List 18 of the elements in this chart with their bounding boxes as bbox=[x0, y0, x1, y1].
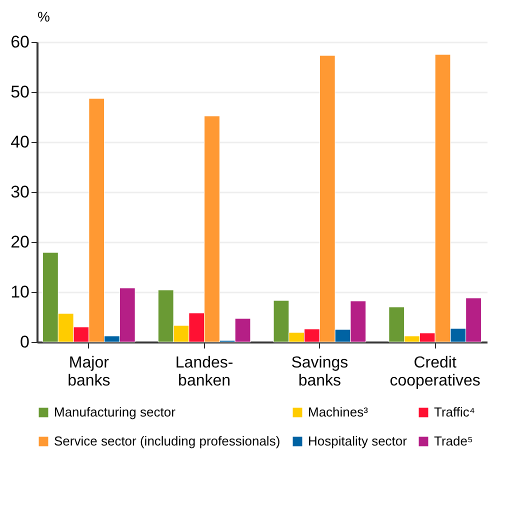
x-tick-label: Landes-banken bbox=[175, 354, 234, 390]
x-tick-label: Major banks bbox=[68, 354, 110, 390]
y-axis-title: % bbox=[38, 8, 50, 24]
y-tick-label: 60 bbox=[10, 32, 30, 52]
x-tick-label: Savings banks bbox=[291, 354, 348, 390]
y-tick-label: 10 bbox=[10, 282, 30, 302]
legend-label: Service sector (including professionals) bbox=[54, 434, 280, 448]
x-tick-label: Credit cooperatives bbox=[390, 354, 480, 390]
legend-label: Machines³ bbox=[308, 404, 369, 420]
y-tick-label: 30 bbox=[10, 182, 30, 202]
legend-label: Traffic⁴ bbox=[434, 404, 475, 420]
y-tick-label: 20 bbox=[10, 232, 30, 252]
y-tick-label: 50 bbox=[10, 82, 30, 102]
legend-label: Manufacturing sector bbox=[54, 404, 176, 420]
y-tick-label: 0 bbox=[20, 332, 30, 352]
y-tick-label: 40 bbox=[10, 132, 30, 152]
legend-label: Hospitality sector bbox=[308, 434, 408, 448]
legend-label: Trade⁵ bbox=[434, 434, 473, 448]
